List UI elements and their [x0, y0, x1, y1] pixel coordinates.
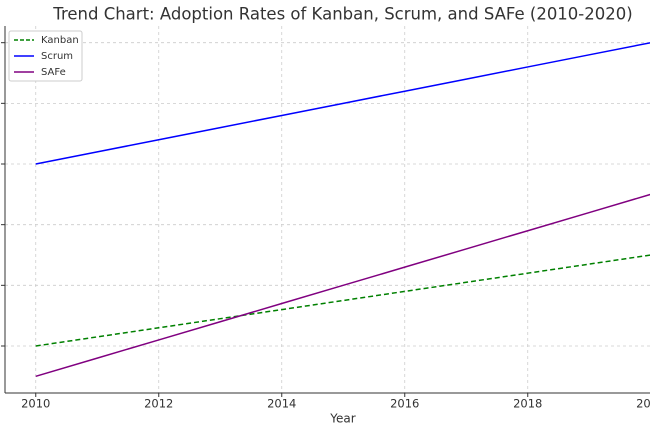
legend: Kanban Scrum SAFe	[8, 30, 83, 82]
series-line	[35, 254, 650, 347]
legend-label: Scrum	[41, 51, 73, 62]
x-axis-label: Year	[329, 412, 355, 426]
x-tick-label: 2018	[513, 397, 542, 411]
x-tick-label: 2014	[267, 397, 296, 411]
series-line	[35, 42, 650, 165]
legend-label: Kanban	[41, 35, 79, 46]
x-tick-label: 2020	[636, 397, 650, 411]
chart-title: Trend Chart: Adoption Rates of Kanban, S…	[52, 5, 632, 24]
x-tick-label: 2012	[144, 397, 173, 411]
legend-label: SAFe	[41, 67, 66, 78]
legend-box	[8, 30, 83, 82]
series-line	[35, 193, 650, 378]
x-tick-label: 2016	[390, 397, 419, 411]
x-tick-label: 2010	[21, 397, 50, 411]
